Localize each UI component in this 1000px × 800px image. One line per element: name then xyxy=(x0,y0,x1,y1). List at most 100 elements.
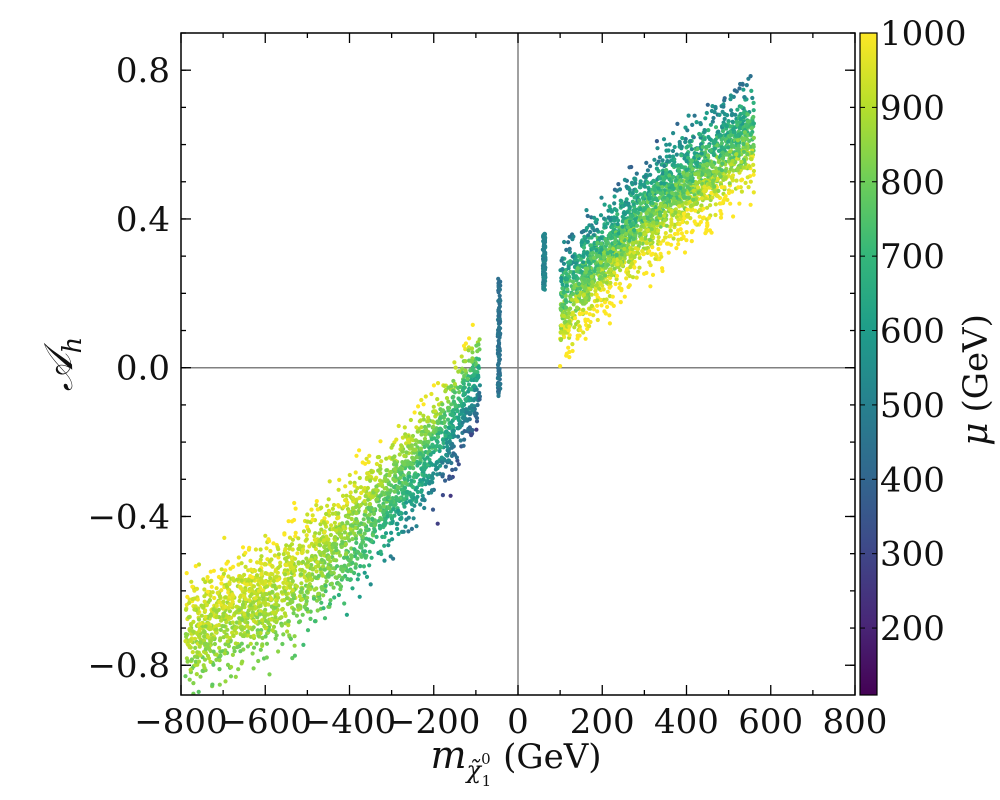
data-point-4683 xyxy=(630,247,635,252)
data-point-4901 xyxy=(689,239,694,244)
data-point-2120 xyxy=(291,593,296,598)
data-point-2219 xyxy=(235,577,240,582)
data-point-4245 xyxy=(699,203,704,208)
data-point-1231 xyxy=(463,341,468,346)
data-point-4459 xyxy=(642,184,648,189)
data-point-4964 xyxy=(719,185,724,190)
data-point-4817 xyxy=(736,146,741,151)
data-point-4604 xyxy=(747,119,752,124)
data-point-2258 xyxy=(215,590,220,596)
data-point-2055 xyxy=(281,632,286,637)
data-point-2512 xyxy=(497,367,502,372)
data-point-2864 xyxy=(679,231,685,236)
data-point-2339 xyxy=(282,572,288,577)
data-point-2216 xyxy=(417,482,422,487)
data-point-2298 xyxy=(379,481,384,486)
data-point-1971 xyxy=(402,504,407,509)
data-point-2890 xyxy=(603,311,608,316)
data-point-3165 xyxy=(599,195,604,200)
data-point-4523 xyxy=(592,268,597,274)
data-point-2106 xyxy=(219,618,224,623)
data-point-2191 xyxy=(279,623,284,628)
data-point-839 xyxy=(243,564,248,570)
data-point-3807 xyxy=(650,272,656,277)
data-point-847 xyxy=(196,689,201,695)
data-point-4364 xyxy=(606,262,611,267)
data-point-2117 xyxy=(336,515,341,520)
data-point-1333 xyxy=(350,536,355,542)
data-point-3562 xyxy=(725,113,730,118)
data-point-3902 xyxy=(669,217,674,222)
data-point-1854 xyxy=(329,523,334,528)
data-point-2340 xyxy=(214,615,219,620)
data-point-4353 xyxy=(685,144,690,149)
data-point-46 xyxy=(456,462,461,467)
data-point-1944 xyxy=(274,574,279,579)
data-point-4010 xyxy=(714,166,719,171)
data-point-4302 xyxy=(719,141,725,146)
data-point-1633 xyxy=(330,545,335,550)
data-point-1179 xyxy=(374,461,379,467)
data-point-3804 xyxy=(703,116,708,121)
data-point-4836 xyxy=(698,121,703,126)
data-point-1479 xyxy=(404,500,409,505)
data-point-1818 xyxy=(452,390,457,395)
data-point-2394 xyxy=(381,522,387,527)
data-point-1973 xyxy=(216,607,221,613)
data-point-2338 xyxy=(369,505,374,510)
data-point-4549 xyxy=(664,241,670,246)
data-point-2204 xyxy=(462,429,467,434)
data-point-3814 xyxy=(681,234,686,239)
data-point-657 xyxy=(193,645,198,651)
data-point-4637 xyxy=(653,211,658,216)
data-point-4837 xyxy=(658,213,663,218)
data-point-2051 xyxy=(321,564,326,569)
data-point-2238 xyxy=(191,629,196,634)
data-point-4878 xyxy=(670,190,675,195)
data-point-1587 xyxy=(258,547,263,552)
data-point-1566 xyxy=(374,484,379,489)
scatter-points xyxy=(183,74,757,695)
data-point-2138 xyxy=(358,545,363,550)
data-point-2123 xyxy=(354,520,360,525)
data-point-4806 xyxy=(560,267,565,272)
data-point-1473 xyxy=(419,425,424,430)
data-point-153 xyxy=(431,383,436,388)
data-point-1843 xyxy=(240,627,245,632)
data-point-1997 xyxy=(390,443,395,448)
data-point-2667 xyxy=(684,230,689,235)
data-point-4597 xyxy=(633,176,638,181)
data-point-1974 xyxy=(399,443,404,448)
data-point-2075 xyxy=(389,516,394,521)
data-point-834 xyxy=(208,659,213,665)
data-point-4471 xyxy=(604,241,609,247)
data-point-2009 xyxy=(431,404,436,409)
data-point-4813 xyxy=(583,336,588,341)
data-point-3704 xyxy=(680,219,685,225)
data-point-1748 xyxy=(367,549,372,554)
data-point-2119 xyxy=(422,473,427,478)
data-point-2368 xyxy=(257,612,262,617)
data-point-1959 xyxy=(398,467,403,472)
data-point-2376 xyxy=(309,557,314,562)
data-point-1786 xyxy=(187,643,192,648)
data-point-4939 xyxy=(570,291,576,296)
data-point-1771 xyxy=(217,682,222,687)
data-point-4115 xyxy=(564,353,569,358)
data-point-4698 xyxy=(701,163,706,168)
data-point-3532 xyxy=(563,298,568,303)
data-point-1797 xyxy=(340,575,345,581)
data-point-2331 xyxy=(378,526,383,531)
data-point-160 xyxy=(190,650,195,655)
data-point-4396 xyxy=(751,190,756,195)
data-point-4520 xyxy=(644,160,649,165)
data-point-2253 xyxy=(395,521,400,527)
data-point-1245 xyxy=(394,437,399,442)
data-point-4420 xyxy=(560,302,565,307)
data-point-1929 xyxy=(183,639,188,644)
data-point-1674 xyxy=(312,537,317,543)
data-point-577 xyxy=(237,598,242,604)
data-point-4294 xyxy=(593,288,598,293)
data-point-4334 xyxy=(689,175,694,180)
data-point-4864 xyxy=(662,195,667,200)
